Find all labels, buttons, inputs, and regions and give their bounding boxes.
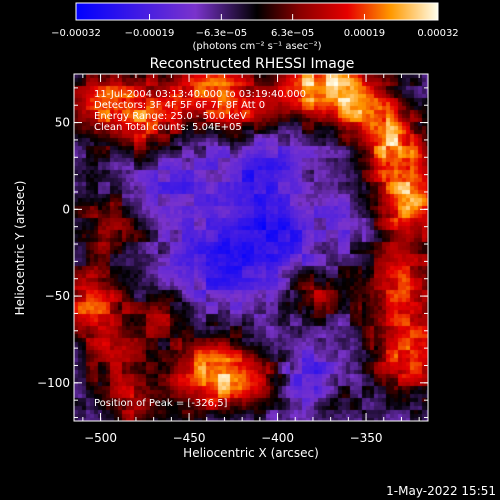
colorbar-tick-label: −0.00019 <box>125 28 175 39</box>
annotations: 11-Jul-2004 03:13:40.000 to 03:19:40.000… <box>94 89 306 409</box>
annotation-energy: Energy Range: 25.0 - 50.0 keV <box>94 111 247 122</box>
x-tick-label: −450 <box>173 431 206 445</box>
plot-frame <box>73 73 429 422</box>
colorbar-tick-label: 0.00032 <box>417 28 458 39</box>
y-tick-label: 50 <box>55 116 70 130</box>
y-tick-label: 0 <box>62 202 70 216</box>
y-tick-label: −50 <box>45 289 70 303</box>
colorbar-tick-label: 0.00019 <box>344 28 385 39</box>
colorbar-tick-label: −6.3e−05 <box>196 28 248 39</box>
colorbar-tick-label: −0.00032 <box>51 28 101 39</box>
x-axis-label: Heliocentric X (arcsec) <box>183 446 319 460</box>
heatmap-image <box>74 74 428 421</box>
annotation-time: 11-Jul-2004 03:13:40.000 to 03:19:40.000 <box>94 89 306 100</box>
x-tick-label: −500 <box>84 431 117 445</box>
annotation-clean: Clean Total counts: 5.04E+05 <box>94 122 242 133</box>
x-tick-label: −400 <box>261 431 294 445</box>
y-axis-label: Heliocentric Y (arcsec) <box>13 181 27 316</box>
colorbar-ticks: −0.00032 −0.00019 −6.3e−05 6.3e−05 0.00019 0.… <box>51 14 459 39</box>
y-tick-label: −100 <box>37 376 70 390</box>
colorbar-unit-label: (photons cm⁻² s⁻¹ asec⁻²) <box>192 41 321 52</box>
footer-date: 1-May-2022 15:51 <box>386 484 496 498</box>
colorbar-tick-label: 6.3e−05 <box>271 28 314 39</box>
colorbar <box>75 2 439 21</box>
chart-title: Reconstructed RHESSI Image <box>150 56 355 72</box>
annotation-peak: Position of Peak = [-326,5] <box>94 398 228 409</box>
x-tick-label: −350 <box>350 431 383 445</box>
annotation-detectors: Detectors: 3F 4F 5F 6F 7F 8F Att 0 <box>94 100 265 111</box>
